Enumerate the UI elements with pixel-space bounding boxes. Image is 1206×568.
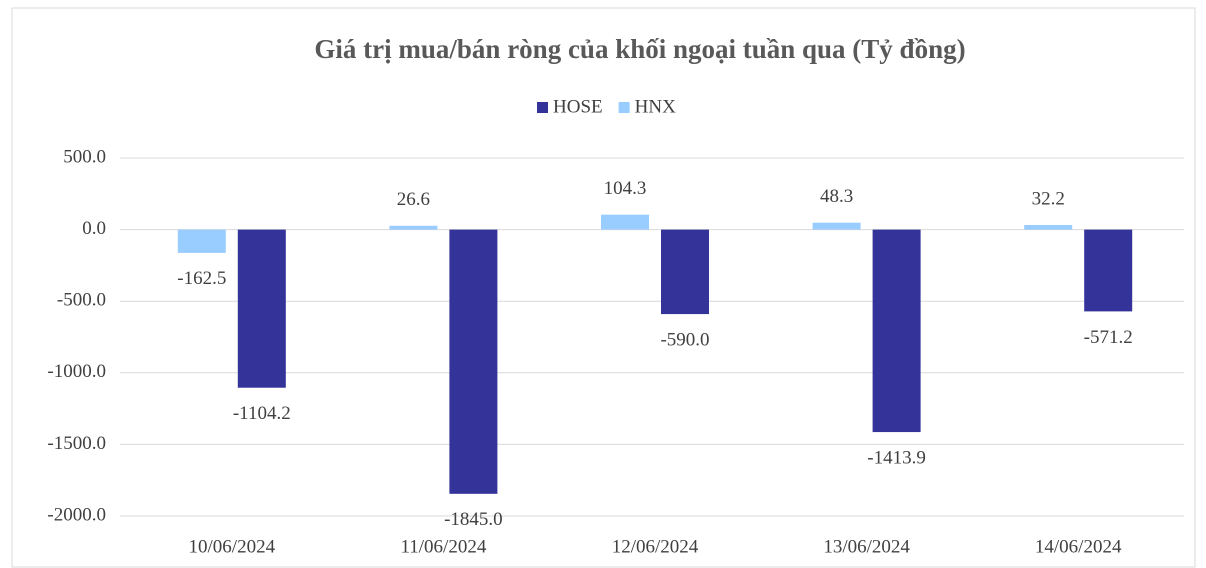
- data-label: -1845.0: [444, 509, 503, 530]
- y-tick-label: 0.0: [82, 218, 106, 239]
- data-label: -1104.2: [233, 403, 291, 424]
- legend-swatch: [618, 102, 630, 113]
- bar: [389, 225, 438, 230]
- bar: [872, 229, 921, 433]
- y-tick-label: 500.0: [63, 146, 106, 167]
- data-label: -162.5: [177, 268, 226, 289]
- bar: [449, 229, 498, 494]
- data-label: 26.6: [397, 189, 430, 210]
- data-label: -1413.9: [867, 447, 926, 468]
- bar: [1024, 224, 1073, 230]
- bar: [1084, 229, 1133, 312]
- legend-label: HNX: [635, 96, 676, 117]
- data-label: 32.2: [1032, 188, 1065, 209]
- bar: [177, 229, 226, 253]
- bar: [237, 229, 286, 388]
- data-label: -590.0: [660, 329, 709, 350]
- x-tick-label: 11/06/2024: [400, 536, 486, 557]
- y-tick-label: -1500.0: [47, 433, 106, 454]
- bar: [661, 229, 709, 315]
- data-label: -571.2: [1084, 327, 1133, 348]
- y-tick-label: -2000.0: [47, 504, 106, 525]
- y-tick-label: -500.0: [57, 290, 106, 311]
- chart-border: [11, 7, 1196, 568]
- x-tick-label: 14/06/2024: [1035, 536, 1122, 557]
- x-tick-label: 13/06/2024: [823, 536, 910, 557]
- legend-swatch: [537, 102, 548, 113]
- chart-title: Giá trị mua/bán ròng của khối ngoại tuần…: [314, 34, 965, 64]
- legend-label: HOSE: [553, 96, 603, 117]
- x-tick-label: 12/06/2024: [612, 536, 699, 557]
- y-tick-label: -1000.0: [47, 361, 106, 382]
- x-tick-label: 10/06/2024: [189, 536, 276, 557]
- bar: [812, 222, 861, 230]
- data-label: 48.3: [820, 186, 853, 207]
- data-label: 104.3: [604, 178, 647, 199]
- bar: [601, 214, 649, 230]
